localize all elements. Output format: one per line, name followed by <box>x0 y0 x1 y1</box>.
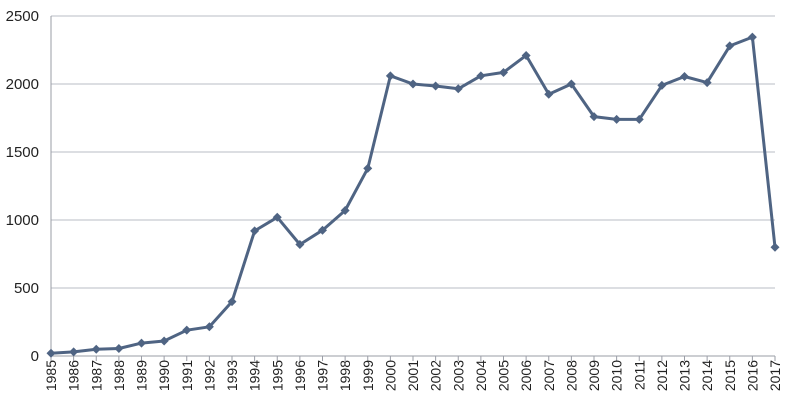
data-point-marker <box>227 297 237 307</box>
x-tick-label: 1992 <box>201 360 217 391</box>
x-tick-label: 1987 <box>88 360 104 391</box>
data-point-marker <box>476 71 486 81</box>
gridlines <box>51 15 775 357</box>
x-tick-label: 2001 <box>405 360 421 391</box>
data-point-marker <box>91 344 101 354</box>
x-tick-label: 1998 <box>337 360 353 391</box>
x-tick-label: 2003 <box>450 360 466 391</box>
data-point-marker <box>385 71 395 81</box>
x-tick-label: 2002 <box>428 360 444 391</box>
x-tick-label: 2006 <box>518 360 534 391</box>
data-point-marker <box>725 41 735 51</box>
series-layer <box>46 32 780 358</box>
data-point-marker <box>702 78 712 88</box>
x-tick-label: 1988 <box>111 360 127 391</box>
x-tick-label: 1994 <box>247 360 263 391</box>
x-tick-label: 2009 <box>586 360 602 391</box>
x-tick-label: 1999 <box>360 360 376 391</box>
data-point-marker <box>340 205 350 215</box>
x-tick-label: 2014 <box>699 360 715 391</box>
data-point-marker <box>46 348 56 358</box>
y-tick-label: 0 <box>31 348 39 365</box>
x-tick-label: 2000 <box>382 360 398 391</box>
data-point-marker <box>589 112 599 122</box>
data-point-marker <box>544 89 554 99</box>
data-point-marker <box>114 344 124 354</box>
data-point-marker <box>295 239 305 249</box>
x-tick-label: 2015 <box>722 360 738 391</box>
data-point-marker <box>318 225 327 235</box>
data-point-marker <box>521 50 531 60</box>
data-point-marker <box>431 81 441 91</box>
y-tick-label: 500 <box>14 280 39 297</box>
x-axis: 1985 1986 1987 1988 1989 1990 1991 1992 1993 1994… <box>43 356 783 391</box>
y-tick-label: 1000 <box>6 212 39 229</box>
data-point-marker <box>612 114 622 124</box>
data-point-marker <box>137 338 146 348</box>
y-tick-label: 2000 <box>6 76 39 93</box>
y-tick-label: 2500 <box>6 8 39 25</box>
data-point-marker <box>250 226 260 236</box>
data-point-marker <box>499 67 508 77</box>
x-tick-label: 2010 <box>609 360 625 391</box>
x-tick-label: 1989 <box>134 360 150 391</box>
data-point-marker <box>204 322 214 332</box>
x-tick-label: 2013 <box>677 360 693 391</box>
data-point-marker <box>747 32 757 42</box>
x-tick-label: 1986 <box>66 360 82 391</box>
x-tick-label: 2011 <box>631 360 647 390</box>
y-tick-label: 1500 <box>6 144 39 161</box>
x-tick-label: 1995 <box>269 360 285 391</box>
y-axis: 0 500 1000 1500 2000 2500 <box>6 8 52 365</box>
data-point-marker <box>272 212 282 222</box>
x-tick-label: 2016 <box>744 360 760 391</box>
x-tick-label: 2004 <box>473 360 489 391</box>
data-point-marker <box>363 163 373 173</box>
data-point-marker <box>182 325 192 335</box>
x-tick-label: 2007 <box>541 360 557 391</box>
x-tick-label: 2005 <box>496 360 512 391</box>
x-tick-label: 1991 <box>179 360 195 391</box>
data-point-marker <box>680 72 689 82</box>
data-point-marker <box>634 114 644 124</box>
x-tick-label: 1990 <box>156 360 172 391</box>
x-tick-label: 1993 <box>224 360 240 391</box>
data-point-marker <box>566 79 576 89</box>
data-point-marker <box>408 79 418 89</box>
x-tick-label: 1996 <box>292 360 308 391</box>
data-point-marker <box>69 347 79 357</box>
x-tick-label: 1985 <box>43 360 59 391</box>
x-tick-label: 2012 <box>654 360 670 391</box>
x-tick-label: 2008 <box>563 360 579 391</box>
data-point-marker <box>770 242 780 252</box>
data-point-marker <box>453 84 463 94</box>
x-tick-label: 2017 <box>767 360 783 391</box>
x-tick-label: 1997 <box>315 360 331 391</box>
data-point-marker <box>159 336 169 346</box>
data-point-marker <box>657 80 667 90</box>
